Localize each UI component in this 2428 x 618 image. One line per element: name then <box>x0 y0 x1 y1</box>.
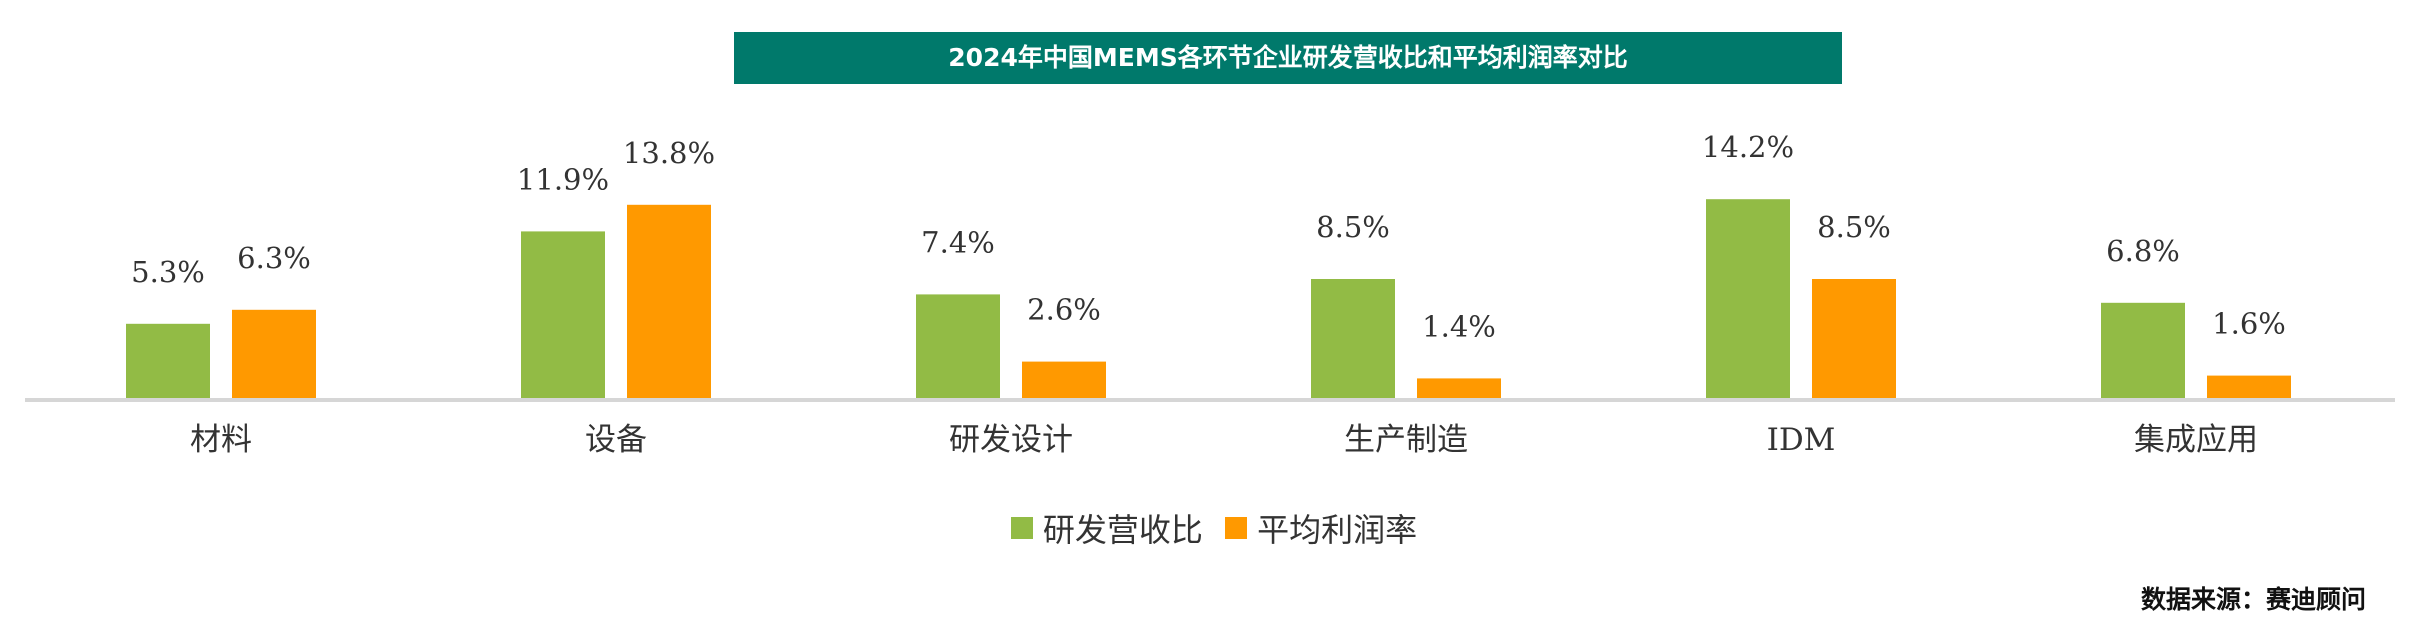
category-label-1: 设备 <box>585 422 647 458</box>
legend-label-rd-ratio: 研发营收比 <box>1042 511 1203 549</box>
bar-0-1 <box>232 309 316 398</box>
data-label-5-0: 6.8% <box>2106 234 2180 268</box>
bar-1-1 <box>627 204 711 398</box>
category-label-5: 集成应用 <box>2134 422 2258 458</box>
data-label-4-1: 8.5% <box>1817 210 1891 244</box>
category-label-0: 材料 <box>190 422 252 458</box>
data-source: 数据来源：赛迪顾问 <box>2140 585 2366 614</box>
legend-item-rd-ratio: 研发营收比 <box>1010 505 1203 551</box>
data-label-3-1: 1.4% <box>1422 309 1496 343</box>
labels-group: 5.3% 6.3% 材料 11.9% 13.8% 设备 7.4% 2.6% 研发设计 8.5% 1.… <box>131 130 2286 458</box>
bar-4-0 <box>1706 199 1790 398</box>
data-label-5-1: 1.6% <box>2212 307 2286 341</box>
bar-4-1 <box>1812 279 1896 398</box>
category-label-3: 生产制造 <box>1344 422 1468 458</box>
legend-swatch-rd-ratio <box>1010 517 1033 539</box>
chart-title: 2024年中国MEMS各环节企业研发营收比和平均利润率对比 <box>734 32 1842 84</box>
category-label-2: 研发设计 <box>949 422 1073 458</box>
bar-5-1 <box>2207 375 2291 398</box>
data-label-4-0: 14.2% <box>1702 130 1794 164</box>
bars-group <box>126 199 2291 398</box>
bar-2-1 <box>1022 361 1106 398</box>
data-label-1-1: 13.8% <box>623 136 715 170</box>
legend-item-profit-margin: 平均利润率 <box>1225 505 1417 551</box>
data-label-2-1: 2.6% <box>1027 293 1101 327</box>
bar-0-0 <box>126 323 210 398</box>
bar-3-0 <box>1311 279 1395 398</box>
data-label-3-0: 8.5% <box>1316 210 1390 244</box>
data-label-2-0: 7.4% <box>921 225 995 259</box>
data-label-0-1: 6.3% <box>237 241 311 275</box>
legend-label-profit-margin: 平均利润率 <box>1257 511 1418 549</box>
data-label-0-0: 5.3% <box>131 255 205 289</box>
bar-1-0 <box>521 231 605 398</box>
bar-2-0 <box>916 294 1000 398</box>
legend: 研发营收比 平均利润率 <box>0 505 2428 551</box>
bar-3-1 <box>1417 378 1501 398</box>
legend-swatch-profit-margin <box>1225 517 1248 539</box>
category-label-4: IDM <box>1767 422 1836 458</box>
data-label-1-0: 11.9% <box>517 162 609 196</box>
bar-5-0 <box>2101 302 2185 398</box>
